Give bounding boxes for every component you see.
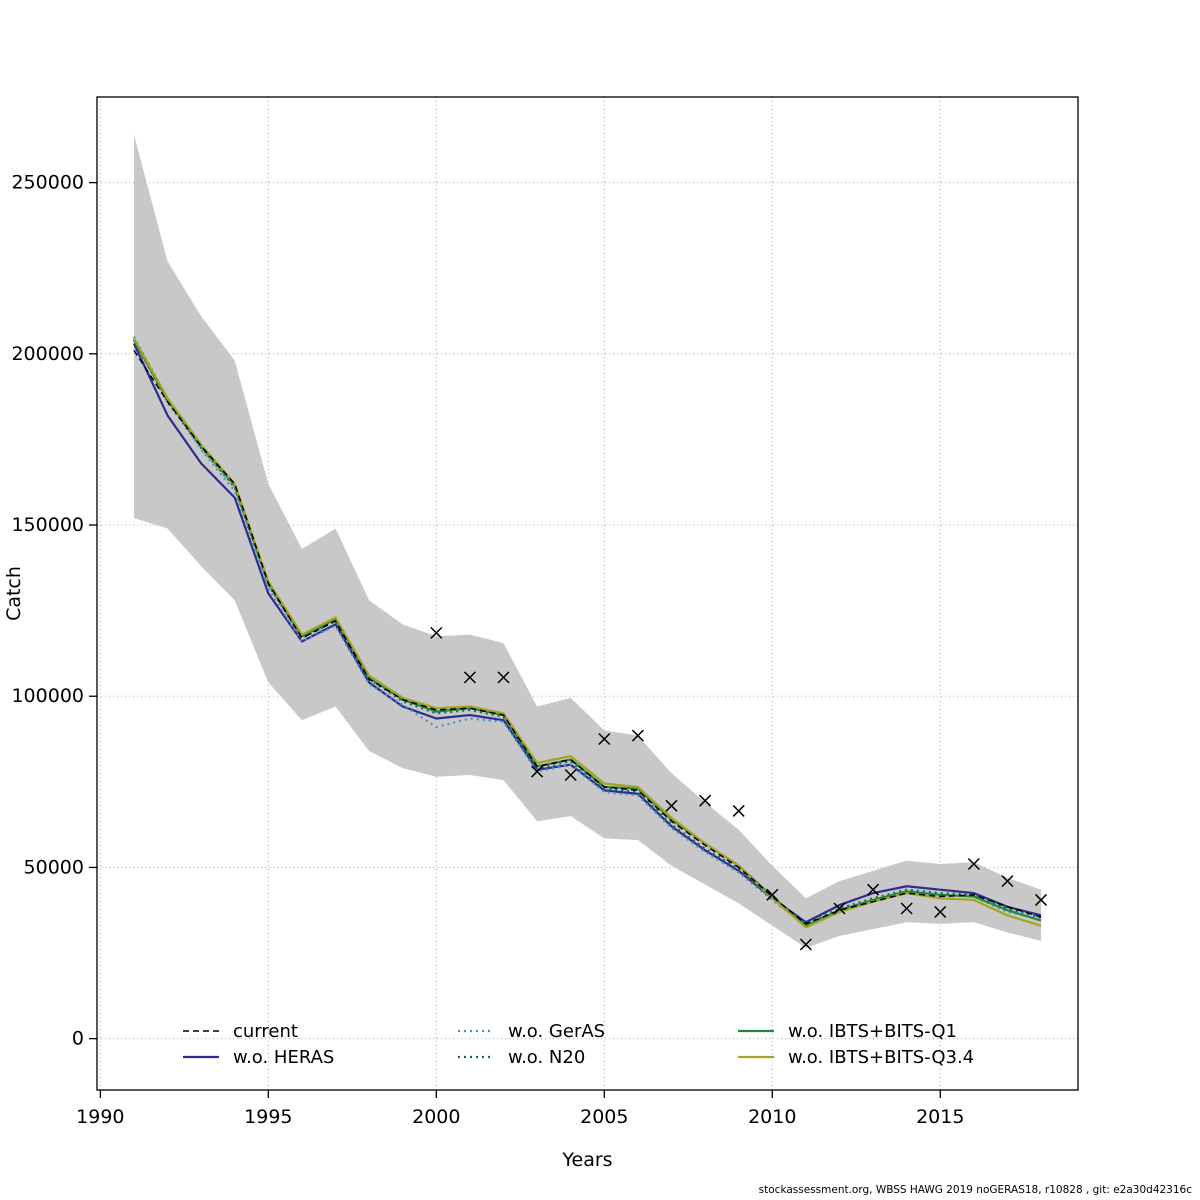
observed-catch-marker: [1035, 893, 1048, 906]
x-marker-stroke: [1001, 875, 1014, 888]
legend-label: w.o. GerAS: [508, 1021, 605, 1042]
y-tick-label: 150000: [11, 514, 84, 536]
x-marker-stroke: [934, 905, 947, 918]
observed-catch-marker: [833, 902, 846, 915]
x-marker-stroke: [497, 671, 510, 684]
x-marker-stroke: [430, 626, 443, 639]
observed-catch-marker: [934, 905, 947, 918]
observed-catch-marker: [531, 765, 544, 778]
x-marker-stroke: [732, 804, 745, 817]
series-line-w-o-geras: [132, 336, 1042, 927]
x-tick-label: 2000: [412, 1106, 460, 1128]
x-marker-stroke: [564, 768, 577, 782]
observed-catch-marker: [766, 888, 779, 901]
x-marker-stroke: [833, 902, 846, 915]
legend-item-w-o-ibts-bits-q3-4: w.o. IBTS+BITS-Q3.4: [738, 1047, 974, 1068]
observed-catch-marker: [1001, 875, 1014, 888]
y-tick-label: 200000: [11, 343, 84, 365]
legend-item-w-o-n20: w.o. N20: [458, 1047, 585, 1068]
x-marker-stroke: [1035, 893, 1048, 906]
x-marker-stroke: [967, 857, 980, 871]
x-marker-stroke: [598, 732, 611, 746]
series-line-w-o-heras: [132, 343, 1042, 924]
observed-catch-marker: [598, 732, 611, 746]
x-marker-stroke: [531, 765, 544, 778]
observed-catch-marker: [463, 671, 476, 684]
observed-catch-marker: [665, 799, 678, 812]
x-marker-stroke: [631, 729, 644, 742]
x-tick-label: 2015: [916, 1106, 964, 1128]
legend-label: w.o. HERAS: [233, 1047, 334, 1068]
x-marker-stroke: [463, 671, 476, 684]
x-marker-stroke: [699, 794, 712, 807]
y-axis-label: Catch: [3, 566, 25, 621]
x-marker-stroke: [799, 938, 812, 951]
y-tick-label: 0: [72, 1028, 84, 1050]
x-axis-label: Years: [561, 1149, 612, 1171]
observed-catch-marker: [564, 768, 577, 782]
x-marker-stroke: [665, 799, 678, 812]
x-tick-label: 2005: [580, 1106, 628, 1128]
x-marker-stroke: [900, 902, 913, 915]
legend-label: w.o. IBTS+BITS-Q1: [788, 1021, 957, 1042]
legend-label: w.o. IBTS+BITS-Q3.4: [788, 1047, 974, 1068]
observed-catch-marker: [967, 857, 980, 871]
legend-item-current: current: [183, 1021, 298, 1042]
observed-catch-marker: [497, 671, 510, 684]
x-tick-label: 2010: [748, 1106, 796, 1128]
y-tick-label: 250000: [11, 172, 84, 194]
x-tick-label: 1990: [76, 1106, 124, 1128]
observed-catch-marker: [699, 794, 712, 807]
series-line-current: [133, 349, 1042, 925]
observed-catch-marker: [732, 804, 745, 817]
legend-item-w-o-ibts-bits-q1: w.o. IBTS+BITS-Q1: [738, 1021, 957, 1042]
confidence-band: [133, 134, 1042, 948]
legend-label: w.o. N20: [508, 1047, 585, 1068]
x-tick-label: 1995: [244, 1106, 292, 1128]
observed-catch-marker: [430, 626, 443, 639]
source-annotation: stockassessment.org, WBSS HAWG 2019 noGE…: [758, 1184, 1192, 1196]
observed-catch-marker: [631, 729, 644, 742]
plot-border: [96, 96, 1079, 1091]
observed-catch-marker: [900, 902, 913, 915]
x-marker-stroke: [867, 883, 880, 896]
y-tick-label: 50000: [24, 856, 84, 878]
x-marker-stroke: [766, 888, 779, 901]
legend-item-w-o-geras: w.o. GerAS: [458, 1021, 605, 1042]
y-tick-label: 100000: [11, 685, 84, 707]
observed-catch-marker: [799, 938, 812, 951]
observed-catch-marker: [867, 883, 880, 896]
legend-item-w-o-heras: w.o. HERAS: [183, 1047, 334, 1068]
legend-label: current: [233, 1021, 298, 1042]
